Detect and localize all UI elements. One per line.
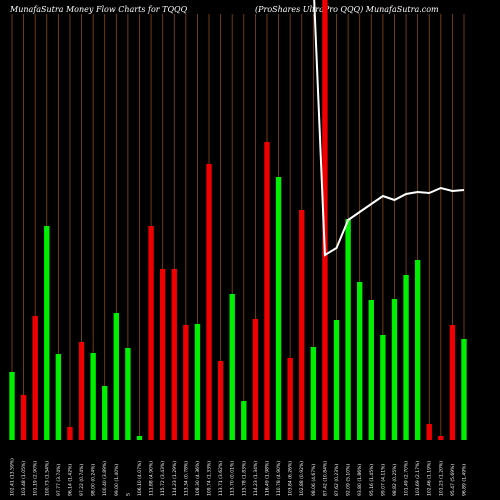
bar bbox=[229, 294, 235, 440]
x-tick-label: 97.77 (3.74%) bbox=[56, 464, 62, 496]
bar bbox=[426, 424, 432, 440]
bar bbox=[264, 142, 270, 440]
bar bbox=[287, 358, 293, 440]
x-tick-label: 103.69 (2.17%) bbox=[415, 461, 421, 496]
bar bbox=[55, 354, 62, 440]
bar bbox=[32, 316, 38, 440]
x-tick-label: 96.89 (1.49%) bbox=[462, 464, 468, 496]
chart-subtitle: (ProShares UltraPro QQQ) MunafaSutra.com bbox=[255, 5, 439, 14]
bar bbox=[67, 427, 73, 440]
x-tick-label: 100.40 (3.89%) bbox=[102, 461, 108, 496]
bar bbox=[345, 219, 351, 440]
bar bbox=[113, 313, 120, 440]
x-tick-label: 114.23 (1.29%) bbox=[172, 461, 178, 496]
bar bbox=[391, 299, 398, 440]
x-tick-label: 95.16 (1.45%) bbox=[369, 464, 375, 496]
bar bbox=[380, 335, 386, 440]
x-tick-label: 109.74 (1.33%) bbox=[207, 461, 213, 496]
chart-title: MunafaSutra Money Flow Charts for TQQQ bbox=[9, 5, 188, 14]
bar bbox=[159, 269, 166, 440]
bar bbox=[449, 325, 456, 440]
bar bbox=[171, 269, 177, 440]
x-tick-label: 113.71 (3.62%) bbox=[218, 461, 224, 496]
x-tick-label: 96.14 (1.42%) bbox=[67, 464, 73, 496]
x-tick-label: 101.23 (1.20%) bbox=[438, 461, 444, 496]
bar bbox=[183, 325, 189, 440]
bar bbox=[414, 260, 421, 440]
x-tick-label: 98.82 (0.25%) bbox=[392, 464, 398, 496]
bar bbox=[206, 164, 212, 440]
x-tick-label: 115.78 (1.83%) bbox=[241, 461, 247, 496]
bar bbox=[438, 436, 444, 440]
x-tick-label: 113.70 (0.01%) bbox=[230, 461, 236, 496]
x-tick-label: 99.07 (4.11%) bbox=[380, 464, 386, 496]
x-tick-label: 92.09 (5.10%) bbox=[346, 464, 352, 496]
x-tick-label: 102.41 (13.59%) bbox=[10, 458, 16, 496]
bar bbox=[403, 275, 409, 440]
x-tick-label: 110.78 (4.90%) bbox=[276, 461, 282, 496]
bar bbox=[217, 361, 224, 440]
x-tick-label: 93.80 (1.86%) bbox=[357, 464, 363, 496]
x-tick-label: 103.48 (1.05%) bbox=[21, 461, 27, 496]
bar bbox=[136, 436, 143, 440]
x-tick-label: 103.84 (6.26%) bbox=[288, 461, 294, 496]
bar bbox=[125, 348, 131, 440]
x-tick-label: 115.72 (3.43%) bbox=[160, 461, 166, 496]
bar bbox=[310, 347, 317, 440]
bar bbox=[102, 386, 108, 440]
bar bbox=[9, 372, 15, 440]
bar bbox=[322, 0, 328, 440]
bar bbox=[275, 177, 282, 440]
x-tick-label: 102.46 (1.19%) bbox=[427, 461, 433, 496]
x-tick-label: 87.62 (0.23%) bbox=[334, 464, 340, 496]
x-tick-label: 87.42 (10.84%) bbox=[322, 461, 328, 496]
bar bbox=[90, 353, 96, 440]
bar bbox=[356, 282, 363, 440]
x-tick-label: 108.30 (4.36%) bbox=[195, 461, 201, 496]
bar bbox=[20, 395, 27, 440]
x-tick-label: 97.22 (0.74%) bbox=[79, 464, 85, 496]
bar bbox=[299, 210, 305, 440]
bar bbox=[194, 324, 201, 440]
bar bbox=[333, 320, 340, 440]
bar bbox=[78, 342, 85, 440]
x-tick-label: 95.47 (5.69%) bbox=[450, 464, 456, 496]
x-tick-label: S bbox=[125, 493, 131, 496]
x-tick-label: 101.49 (2.70%) bbox=[404, 461, 410, 496]
bar bbox=[368, 300, 374, 440]
x-tick-label: 99.00 (1.40%) bbox=[114, 464, 120, 496]
x-tick-label: 101.19 (2.90%) bbox=[33, 461, 39, 496]
x-tick-label: 106.10 (4.07%) bbox=[137, 461, 143, 496]
bar bbox=[44, 226, 50, 440]
x-tick-label: 116.49 (1.98%) bbox=[264, 461, 270, 496]
x-tick-label: 98.00 (0.24%) bbox=[91, 464, 97, 496]
x-tick-label: 98.06 (4.67%) bbox=[311, 464, 317, 496]
bar bbox=[241, 401, 247, 440]
x-tick-label: 114.23 (1.34%) bbox=[253, 461, 259, 496]
x-tick-label: 111.88 (4.90%) bbox=[149, 461, 155, 496]
x-tick-label: 113.34 (0.78%) bbox=[183, 461, 189, 496]
x-tick-label: 100.73 (1.54%) bbox=[44, 461, 50, 496]
bar bbox=[252, 319, 259, 440]
x-tick-label: 102.88 (0.92%) bbox=[299, 461, 305, 496]
price-line bbox=[313, 0, 465, 257]
bar bbox=[461, 339, 467, 440]
bar bbox=[148, 226, 154, 440]
